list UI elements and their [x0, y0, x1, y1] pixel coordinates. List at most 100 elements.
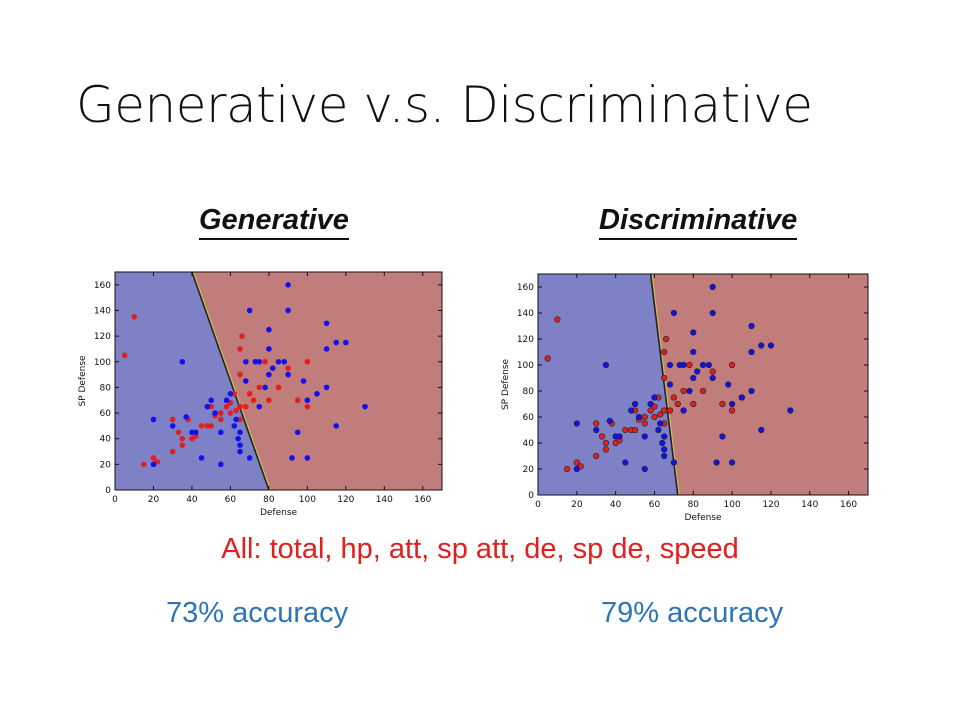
data-point [150, 416, 157, 423]
y-tick-label: 40 [523, 439, 535, 449]
data-point [304, 397, 311, 404]
data-point [593, 426, 600, 434]
data-point [150, 455, 157, 461]
x-tick-label: 160 [414, 495, 431, 505]
data-point [237, 442, 243, 448]
data-point [289, 455, 295, 461]
data-point [323, 384, 330, 391]
discriminative-scatter-plot: 0 20 40 60 80 100 120 140 160 0 20 40 60 80 100 120 140 1… [501, 273, 869, 523]
x-tick-label: 100 [299, 495, 316, 505]
data-point [204, 423, 211, 429]
decision-boundary [191, 272, 270, 490]
data-point [231, 423, 238, 429]
data-point [150, 461, 157, 468]
data-point [208, 397, 214, 404]
data-point [729, 459, 736, 466]
x-tick-label: 160 [840, 500, 857, 510]
data-point [266, 397, 272, 404]
data-point [705, 361, 712, 369]
data-point [748, 348, 755, 356]
data-point [602, 446, 610, 453]
data-point [631, 400, 639, 408]
plot-frame [114, 271, 443, 491]
data-point [169, 448, 176, 455]
data-point [690, 400, 697, 408]
data-point [256, 384, 263, 391]
data-point [622, 426, 629, 434]
data-point [189, 429, 195, 436]
data-point [212, 410, 218, 416]
y-tick-label: 60 [523, 413, 535, 423]
data-point [217, 461, 224, 468]
data-point [598, 433, 606, 440]
data-point [647, 407, 654, 414]
data-point [661, 374, 668, 382]
x-axis-label: Defense [260, 508, 298, 518]
data-point [699, 361, 707, 369]
data-point [269, 365, 276, 371]
x-tick-label: 140 [801, 500, 818, 510]
data-point [661, 433, 668, 440]
y-tick-label: 20 [523, 465, 535, 475]
data-point [223, 403, 230, 410]
data-point [748, 322, 755, 330]
x-tick-label: 60 [225, 495, 237, 505]
data-point [169, 416, 176, 423]
generative-heading: Generative [199, 204, 349, 240]
generative-accuracy: 73% accuracy [166, 597, 349, 629]
data-point [237, 371, 243, 378]
data-point [175, 429, 182, 436]
x-tick-label: 120 [762, 500, 779, 510]
data-point [606, 417, 613, 424]
data-point [294, 429, 301, 436]
data-point [622, 459, 629, 466]
x-tick-label: 80 [263, 495, 275, 505]
data-point [281, 358, 288, 365]
data-point [699, 387, 707, 395]
data-point [573, 420, 580, 427]
region-class-1 [115, 272, 269, 490]
data-point [131, 314, 138, 320]
data-point [252, 358, 259, 365]
data-point [680, 387, 687, 395]
data-point [544, 355, 551, 362]
x-tick-label: 120 [337, 495, 354, 505]
data-point [593, 452, 600, 460]
x-tick-label: 60 [649, 500, 661, 510]
data-point [666, 381, 674, 388]
data-point [262, 384, 268, 391]
feature-list-text: All: total, hp, att, sp att, de, sp de, … [221, 533, 739, 565]
data-point [758, 342, 765, 349]
discriminative-heading: Discriminative [599, 204, 798, 240]
data-point [729, 400, 736, 408]
data-point [661, 452, 668, 460]
data-point [758, 426, 765, 434]
data-point [725, 381, 732, 388]
data-point [661, 348, 668, 356]
data-point [285, 371, 291, 378]
data-point [183, 414, 189, 420]
data-point [333, 339, 340, 346]
data-point [670, 309, 677, 317]
data-point [233, 407, 239, 414]
y-tick-label: 140 [94, 306, 111, 316]
data-point [246, 391, 253, 397]
data-point [631, 426, 639, 434]
data-point [275, 384, 282, 391]
data-point [651, 394, 658, 401]
data-point [231, 391, 238, 397]
data-point [666, 361, 674, 369]
y-tick-label: 100 [94, 358, 111, 368]
data-point [657, 420, 664, 427]
data-point [657, 411, 664, 418]
data-point [300, 378, 307, 384]
data-point [641, 465, 648, 473]
data-point [266, 326, 272, 333]
data-point [208, 403, 214, 410]
data-point [362, 403, 368, 410]
data-point [748, 387, 755, 395]
data-point [285, 282, 291, 288]
data-point [285, 365, 291, 371]
data-point [663, 335, 670, 343]
y-tick-label: 100 [517, 361, 534, 371]
